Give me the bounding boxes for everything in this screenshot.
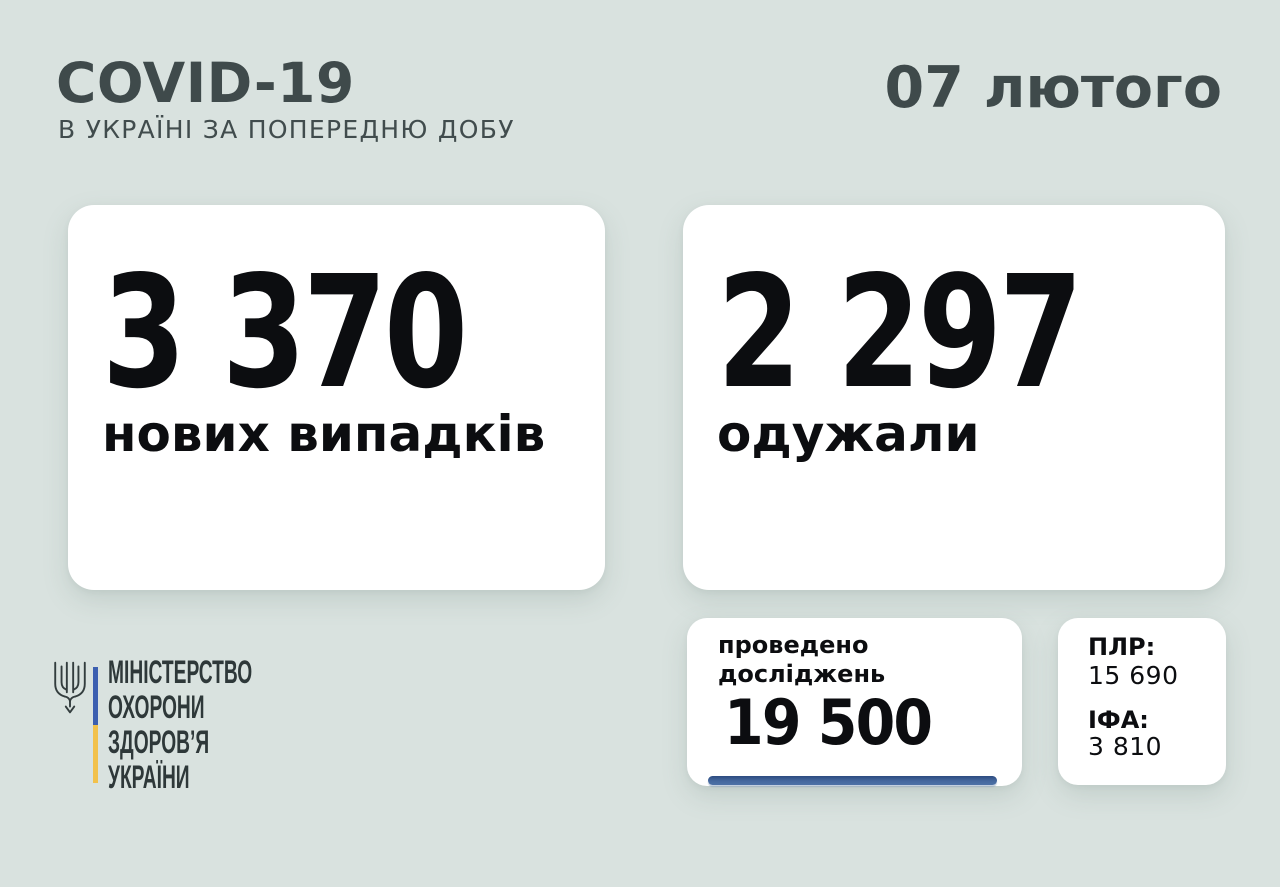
new-cases-value: 3 370	[102, 242, 468, 423]
ministry-line: УКРАЇНИ	[108, 759, 190, 795]
tests-value: 19 500	[724, 686, 933, 759]
pcr-label: ПЛР:	[1088, 633, 1156, 661]
flag-bar	[93, 667, 98, 783]
new-cases-label: нових випадків	[102, 405, 546, 463]
tests-label-line1: проведено	[718, 631, 869, 659]
report-date: 07 лютого	[884, 55, 1222, 121]
ministry-line: МІНІСТЕРСТВО	[108, 654, 253, 690]
page-title: COVID-19	[56, 51, 355, 115]
flag-bar-yellow	[93, 725, 98, 783]
recovered-value: 2 297	[717, 242, 1083, 423]
elisa-value: 3 810	[1088, 732, 1163, 761]
recovered-label: одужали	[717, 405, 980, 463]
tests-accent-bar	[708, 776, 997, 785]
new-cases-card: 3 370 нових випадків	[68, 205, 605, 590]
ministry-line: ЗДОРОВ’Я	[108, 724, 210, 760]
page-subtitle: В УКРАЇНІ ЗА ПОПЕРЕДНЮ ДОБУ	[58, 115, 515, 144]
recovered-card: 2 297 одужали	[683, 205, 1225, 590]
trident-icon	[54, 661, 86, 714]
flag-bar-blue	[93, 667, 98, 725]
ministry-wordmark: МІНІСТЕРСТВО ОХОРОНИ ЗДОРОВ’Я УКРАЇНИ	[108, 655, 252, 795]
tests-label-line2: досліджень	[718, 660, 886, 688]
tests-label: проведено досліджень	[718, 631, 885, 689]
tests-card: проведено досліджень 19 500	[687, 618, 1022, 786]
pcr-value: 15 690	[1088, 661, 1179, 690]
elisa-label: ІФА:	[1088, 706, 1149, 734]
ministry-line: ОХОРОНИ	[108, 689, 205, 725]
test-types-card: ПЛР: 15 690 ІФА: 3 810	[1058, 618, 1226, 785]
